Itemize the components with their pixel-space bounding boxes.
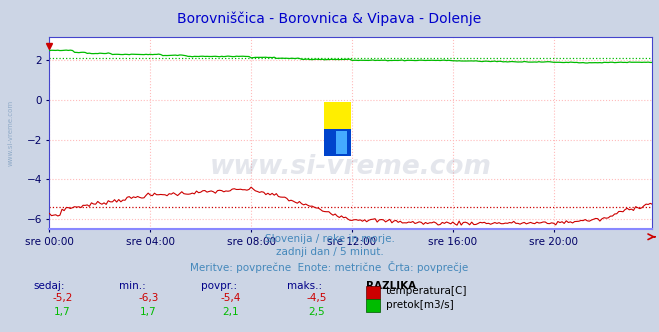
Text: min.:: min.:	[119, 281, 146, 290]
Text: Slovenija / reke in morje.: Slovenija / reke in morje.	[264, 234, 395, 244]
Text: -6,3: -6,3	[138, 293, 158, 303]
Text: sedaj:: sedaj:	[33, 281, 65, 290]
Text: -5,4: -5,4	[221, 293, 241, 303]
Text: temperatura[C]: temperatura[C]	[386, 287, 467, 296]
Text: 1,7: 1,7	[140, 307, 157, 317]
Text: Meritve: povprečne  Enote: metrične  Črta: povprečje: Meritve: povprečne Enote: metrične Črta:…	[190, 261, 469, 273]
Bar	[324, 102, 351, 129]
Text: RAZLIKA: RAZLIKA	[366, 281, 416, 290]
Text: pretok[m3/s]: pretok[m3/s]	[386, 300, 453, 310]
Bar	[337, 131, 347, 154]
Text: 1,7: 1,7	[54, 307, 71, 317]
Text: povpr.:: povpr.:	[201, 281, 237, 290]
Text: www.si-vreme.com: www.si-vreme.com	[8, 100, 14, 166]
Text: maks.:: maks.:	[287, 281, 322, 290]
Text: zadnji dan / 5 minut.: zadnji dan / 5 minut.	[275, 247, 384, 257]
Text: -4,5: -4,5	[306, 293, 326, 303]
Text: Borovniščica - Borovnica & Vipava - Dolenje: Borovniščica - Borovnica & Vipava - Dole…	[177, 12, 482, 26]
Text: 2,5: 2,5	[308, 307, 325, 317]
Bar	[324, 129, 351, 156]
Text: -5,2: -5,2	[53, 293, 72, 303]
Text: www.si-vreme.com: www.si-vreme.com	[210, 154, 492, 181]
Text: 2,1: 2,1	[222, 307, 239, 317]
